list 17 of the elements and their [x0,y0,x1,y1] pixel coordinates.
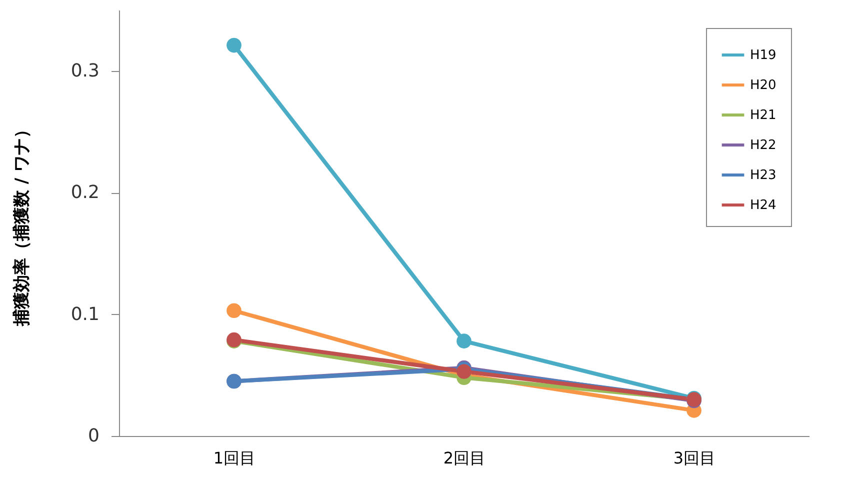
legend-label: H24 [750,198,776,213]
legend-label: H19 [750,48,776,63]
legend-label: H21 [750,108,776,123]
y-axis-title: 捕獲効率（捕獲数 / ワナ） [12,120,32,328]
y-tick-label: 0.1 [70,304,100,325]
legend-label: H22 [750,138,776,153]
point [226,303,242,318]
legend-label: H23 [750,168,776,183]
y-tick-label: 0.3 [70,60,100,82]
point [226,38,242,53]
x-tick-label: 1回目 [213,448,256,468]
x-tick-label: 2回目 [443,448,486,468]
point [456,334,472,348]
legend-label: H20 [750,78,776,93]
x-tick-label: 3回目 [673,448,716,468]
y-tick-label: 0 [88,426,100,446]
y-tick-label: 0.2 [70,182,100,204]
